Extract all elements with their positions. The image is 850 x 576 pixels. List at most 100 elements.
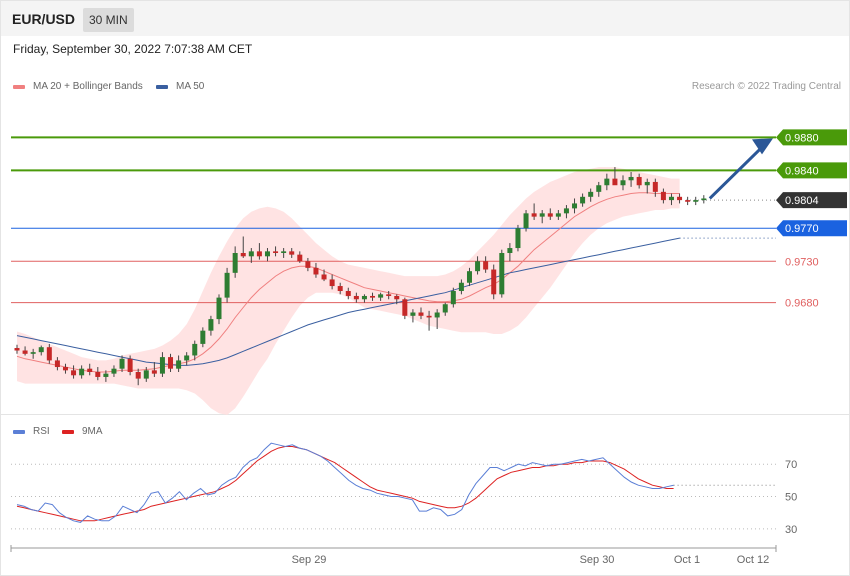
bull-candle (111, 368, 117, 374)
bear-candle (256, 251, 262, 257)
bull-candle (572, 203, 578, 209)
bear-candle (531, 213, 537, 217)
bear-candle (547, 213, 553, 217)
bull-candle (442, 304, 448, 313)
ma50-legend-label: MA 50 (176, 81, 205, 92)
bull-candle (224, 272, 230, 298)
bull-candle (216, 297, 222, 320)
bear-candle (313, 267, 319, 275)
bull-candle (604, 178, 610, 186)
bear-candle (305, 261, 311, 268)
ma20-swatch (13, 84, 25, 89)
bear-candle (289, 251, 295, 255)
rsi-tick-label: 30 (785, 524, 797, 536)
ma20-line (16, 192, 680, 373)
bull-candle (693, 200, 699, 202)
bull-candle (596, 185, 602, 192)
resistance-level-tag (776, 129, 847, 146)
symbol-label: EUR/USD (12, 11, 76, 27)
bull-candle (701, 198, 707, 201)
bear-candle (321, 274, 327, 280)
bear-candle (636, 176, 642, 186)
bear-candle (652, 181, 658, 192)
bear-candle (426, 315, 432, 318)
bear-candle (168, 357, 174, 369)
bull-candle (523, 213, 529, 229)
bear-candle (329, 279, 335, 287)
bull-candle (208, 319, 214, 331)
bear-candle (386, 294, 392, 296)
bear-candle (402, 299, 408, 316)
support-level-label: 0.9680 (785, 298, 819, 310)
bull-candle (176, 360, 182, 369)
bull-candle (200, 330, 206, 344)
legend-ma20: MA 20 + Bollinger Bands (13, 81, 143, 92)
bear-candle (135, 371, 141, 379)
bear-candle (14, 348, 20, 351)
forecast-arrow-head (752, 138, 773, 155)
x-tick-label: Oct 1 (674, 554, 700, 566)
bull-candle (475, 261, 481, 272)
chart-header: EUR/USD 30 MIN (1, 1, 849, 36)
bull-candle (515, 228, 521, 249)
bull-candle (79, 368, 85, 376)
ma20-legend-label: MA 20 + Bollinger Bands (33, 81, 143, 92)
bull-candle (628, 176, 634, 181)
bull-candle (499, 253, 505, 295)
bear-candle (95, 371, 101, 377)
bull-candle (232, 253, 238, 273)
bull-candle (184, 355, 190, 361)
bear-candle (62, 367, 68, 371)
pivot-level-label: 0.9770 (785, 223, 819, 235)
legend-rsi-ma: 9MA (62, 426, 103, 437)
bull-candle (644, 181, 650, 186)
rsi-legend-label: RSI (33, 426, 50, 437)
bull-candle (264, 251, 270, 257)
bull-candle (281, 251, 287, 253)
bull-candle (434, 312, 440, 318)
datetime-label: Friday, September 30, 2022 7:07:38 AM CE… (13, 42, 253, 56)
bear-candle (660, 191, 666, 201)
bear-candle (370, 295, 376, 298)
bear-candle (345, 291, 351, 296)
bull-candle (458, 282, 464, 292)
bull-candle (143, 370, 149, 379)
rsi-line (16, 442, 674, 523)
legend-ma50: MA 50 (156, 81, 204, 92)
bear-candle (297, 254, 303, 262)
bear-candle (54, 360, 60, 368)
bear-candle (394, 295, 400, 300)
bear-candle (337, 286, 343, 292)
bull-candle (563, 208, 569, 214)
rsi-tick-label: 50 (785, 492, 797, 504)
support-level-label: 0.9730 (785, 256, 819, 268)
bull-candle (450, 291, 456, 305)
timeframe-badge[interactable]: 30 MIN (83, 8, 134, 32)
bear-candle (353, 295, 359, 300)
bear-candle (151, 370, 157, 374)
rsi-ma-legend-label: 9MA (82, 426, 103, 437)
bull-candle (466, 271, 472, 283)
bull-candle (248, 251, 254, 257)
bear-candle (240, 253, 246, 257)
bull-candle (620, 180, 626, 186)
legend-rsi: RSI (13, 426, 50, 437)
pivot-level-tag (776, 220, 847, 237)
ma50-swatch (156, 84, 168, 89)
rsi-ma-swatch (62, 429, 74, 434)
x-tick-label: Oct 12 (737, 554, 769, 566)
rsi-ma-line (16, 446, 674, 522)
bear-candle (491, 269, 497, 295)
bear-candle (677, 196, 683, 201)
bull-candle (580, 196, 586, 204)
copyright-label: Research © 2022 Trading Central (691, 81, 841, 92)
bear-candle (46, 347, 52, 361)
last-level-label: 0.9804 (785, 195, 819, 207)
bull-candle (192, 343, 198, 356)
bear-candle (127, 358, 133, 372)
bull-candle (103, 373, 109, 377)
ma50-line (16, 237, 680, 366)
rsi-tick-label: 70 (785, 459, 797, 471)
bear-candle (612, 178, 618, 186)
